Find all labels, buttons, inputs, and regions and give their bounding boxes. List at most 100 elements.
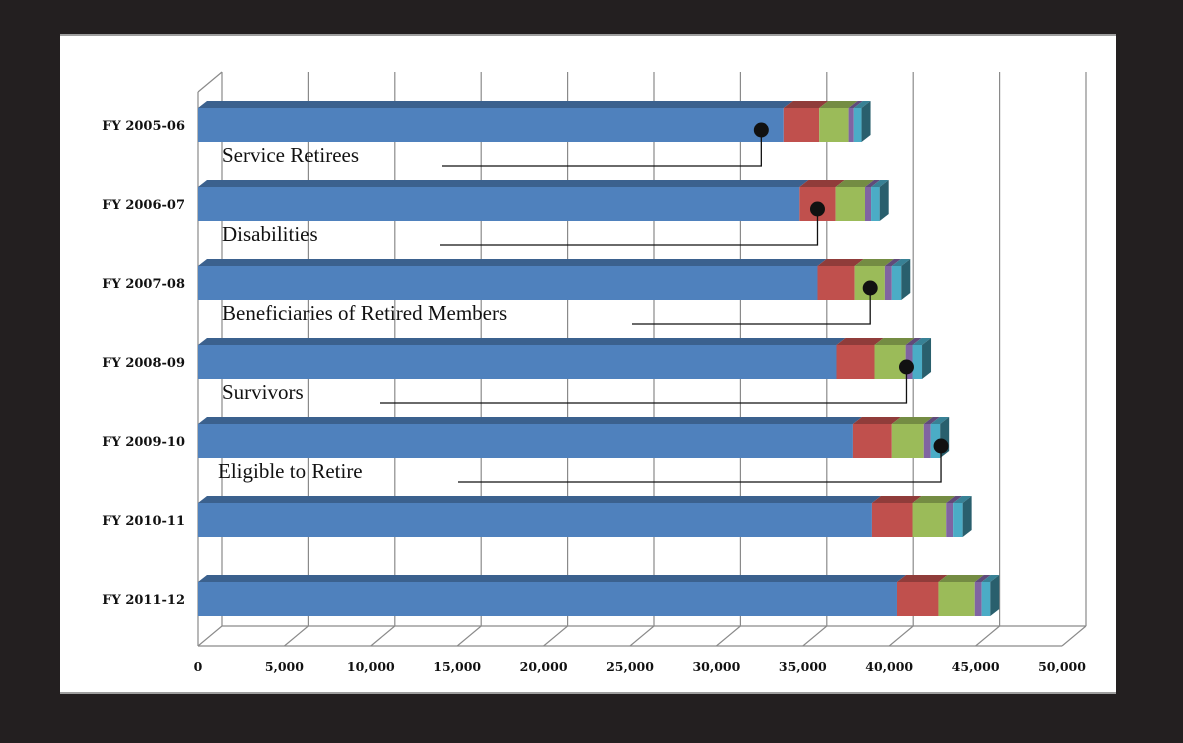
callout-dot (809, 201, 825, 217)
bar-top-face (783, 101, 829, 108)
bar-top-face (819, 101, 858, 108)
callout-leader-line (440, 209, 819, 246)
callout-label: Disabilities (222, 222, 318, 246)
bar-top-face (912, 496, 956, 503)
bar-segment (946, 503, 954, 537)
bar-segment (817, 266, 855, 300)
bar-top-face (953, 496, 972, 503)
floor-gridline (888, 625, 914, 647)
bar-segment (853, 108, 862, 142)
bar-row (198, 338, 932, 379)
bar-segment (953, 503, 963, 537)
bar-row (198, 101, 871, 142)
bar-row (198, 180, 889, 221)
bar-segment (974, 582, 982, 616)
x-tick-label: 0 (194, 659, 203, 674)
callout-leader-line (458, 446, 942, 483)
bar-segment (198, 424, 853, 458)
bar-end-face (962, 496, 972, 537)
bar-segment (198, 503, 872, 537)
bar-segment (938, 582, 975, 616)
bar-end-face (861, 101, 871, 142)
bar-top-face (946, 496, 963, 503)
bar-top-face (923, 417, 940, 424)
bar-top-face (817, 259, 864, 266)
bar-end-face (922, 338, 932, 379)
bar-row (198, 496, 972, 537)
bar-top-face (891, 259, 911, 266)
bar-segment (884, 266, 892, 300)
bar-segment (912, 345, 923, 379)
bar-segment (198, 582, 897, 616)
bar-segment (981, 582, 991, 616)
bar-top-face (865, 180, 881, 187)
bar-top-face (198, 101, 793, 108)
x-tick-label: 5,000 (265, 659, 304, 674)
bar-segment (836, 345, 875, 379)
floor-gridline (284, 625, 309, 647)
bar-segment (198, 266, 818, 300)
x-tick-label: 25,000 (606, 659, 654, 674)
bar-top-face (198, 496, 881, 503)
panel-bottom-rule (60, 692, 1116, 694)
callout: Service Retirees (222, 122, 769, 167)
callout-leader-line (632, 288, 871, 325)
floor-gridline (543, 625, 568, 647)
callout: Disabilities (222, 201, 825, 246)
bar-segment (891, 266, 902, 300)
callout-dot (753, 122, 769, 138)
floor-gridline (629, 625, 655, 647)
bar-top-face (854, 259, 894, 266)
bar-segment (896, 582, 939, 616)
callout-label: Eligible to Retire (218, 459, 363, 483)
bar-segment (871, 187, 880, 221)
bar-top-face (874, 338, 915, 345)
bar-segment (198, 108, 784, 142)
bar-top-face (198, 417, 862, 424)
bar-segment (874, 345, 906, 379)
bar-top-face (871, 180, 889, 187)
category-label: FY 2009-10 (102, 435, 185, 450)
callout-dot (933, 438, 949, 454)
bar-top-face (198, 259, 827, 266)
x-tick-label: 10,000 (347, 659, 395, 674)
bar-top-face (884, 259, 901, 266)
floor-gridline (802, 625, 828, 647)
bar-top-face (836, 338, 884, 345)
bar-top-face (198, 338, 846, 345)
bar-end-face (990, 575, 1000, 616)
callout-leader-line (442, 130, 762, 167)
callout: Eligible to Retire (218, 438, 949, 483)
category-label: FY 2011-12 (102, 593, 185, 608)
bar-segment (198, 345, 837, 379)
bar-top-face (974, 575, 991, 582)
panel-top-rule (60, 34, 1116, 36)
bar-segment (835, 187, 866, 221)
callout: Beneficiaries of Retired Members (222, 280, 878, 325)
bar-segment (891, 424, 924, 458)
bar-top-face (938, 575, 984, 582)
bar-top-face (198, 180, 809, 187)
bar-row (198, 259, 911, 300)
bar-segment (783, 108, 820, 142)
bar-row (198, 575, 1000, 616)
callout-label: Beneficiaries of Retired Members (222, 301, 507, 325)
bar-end-face (879, 180, 889, 221)
category-label: FY 2007-08 (102, 277, 185, 292)
x-tick-label: 50,000 (1038, 659, 1086, 674)
bar-segment (865, 187, 872, 221)
bar-top-face (852, 417, 901, 424)
bar-top-face (905, 338, 922, 345)
callout-layer: Service Retirees Disabilities Beneficiarie… (218, 122, 949, 483)
bar-top-face (871, 496, 922, 503)
callout-label: Survivors (222, 380, 304, 404)
floor-gridline (197, 625, 223, 647)
x-tick-label: 20,000 (520, 659, 568, 674)
bar-end-face (901, 259, 911, 300)
bar-top-face (848, 101, 863, 108)
bars-layer (198, 101, 1000, 616)
callout-dot (862, 280, 878, 296)
bar-segment (852, 424, 892, 458)
bar-top-face (981, 575, 1000, 582)
